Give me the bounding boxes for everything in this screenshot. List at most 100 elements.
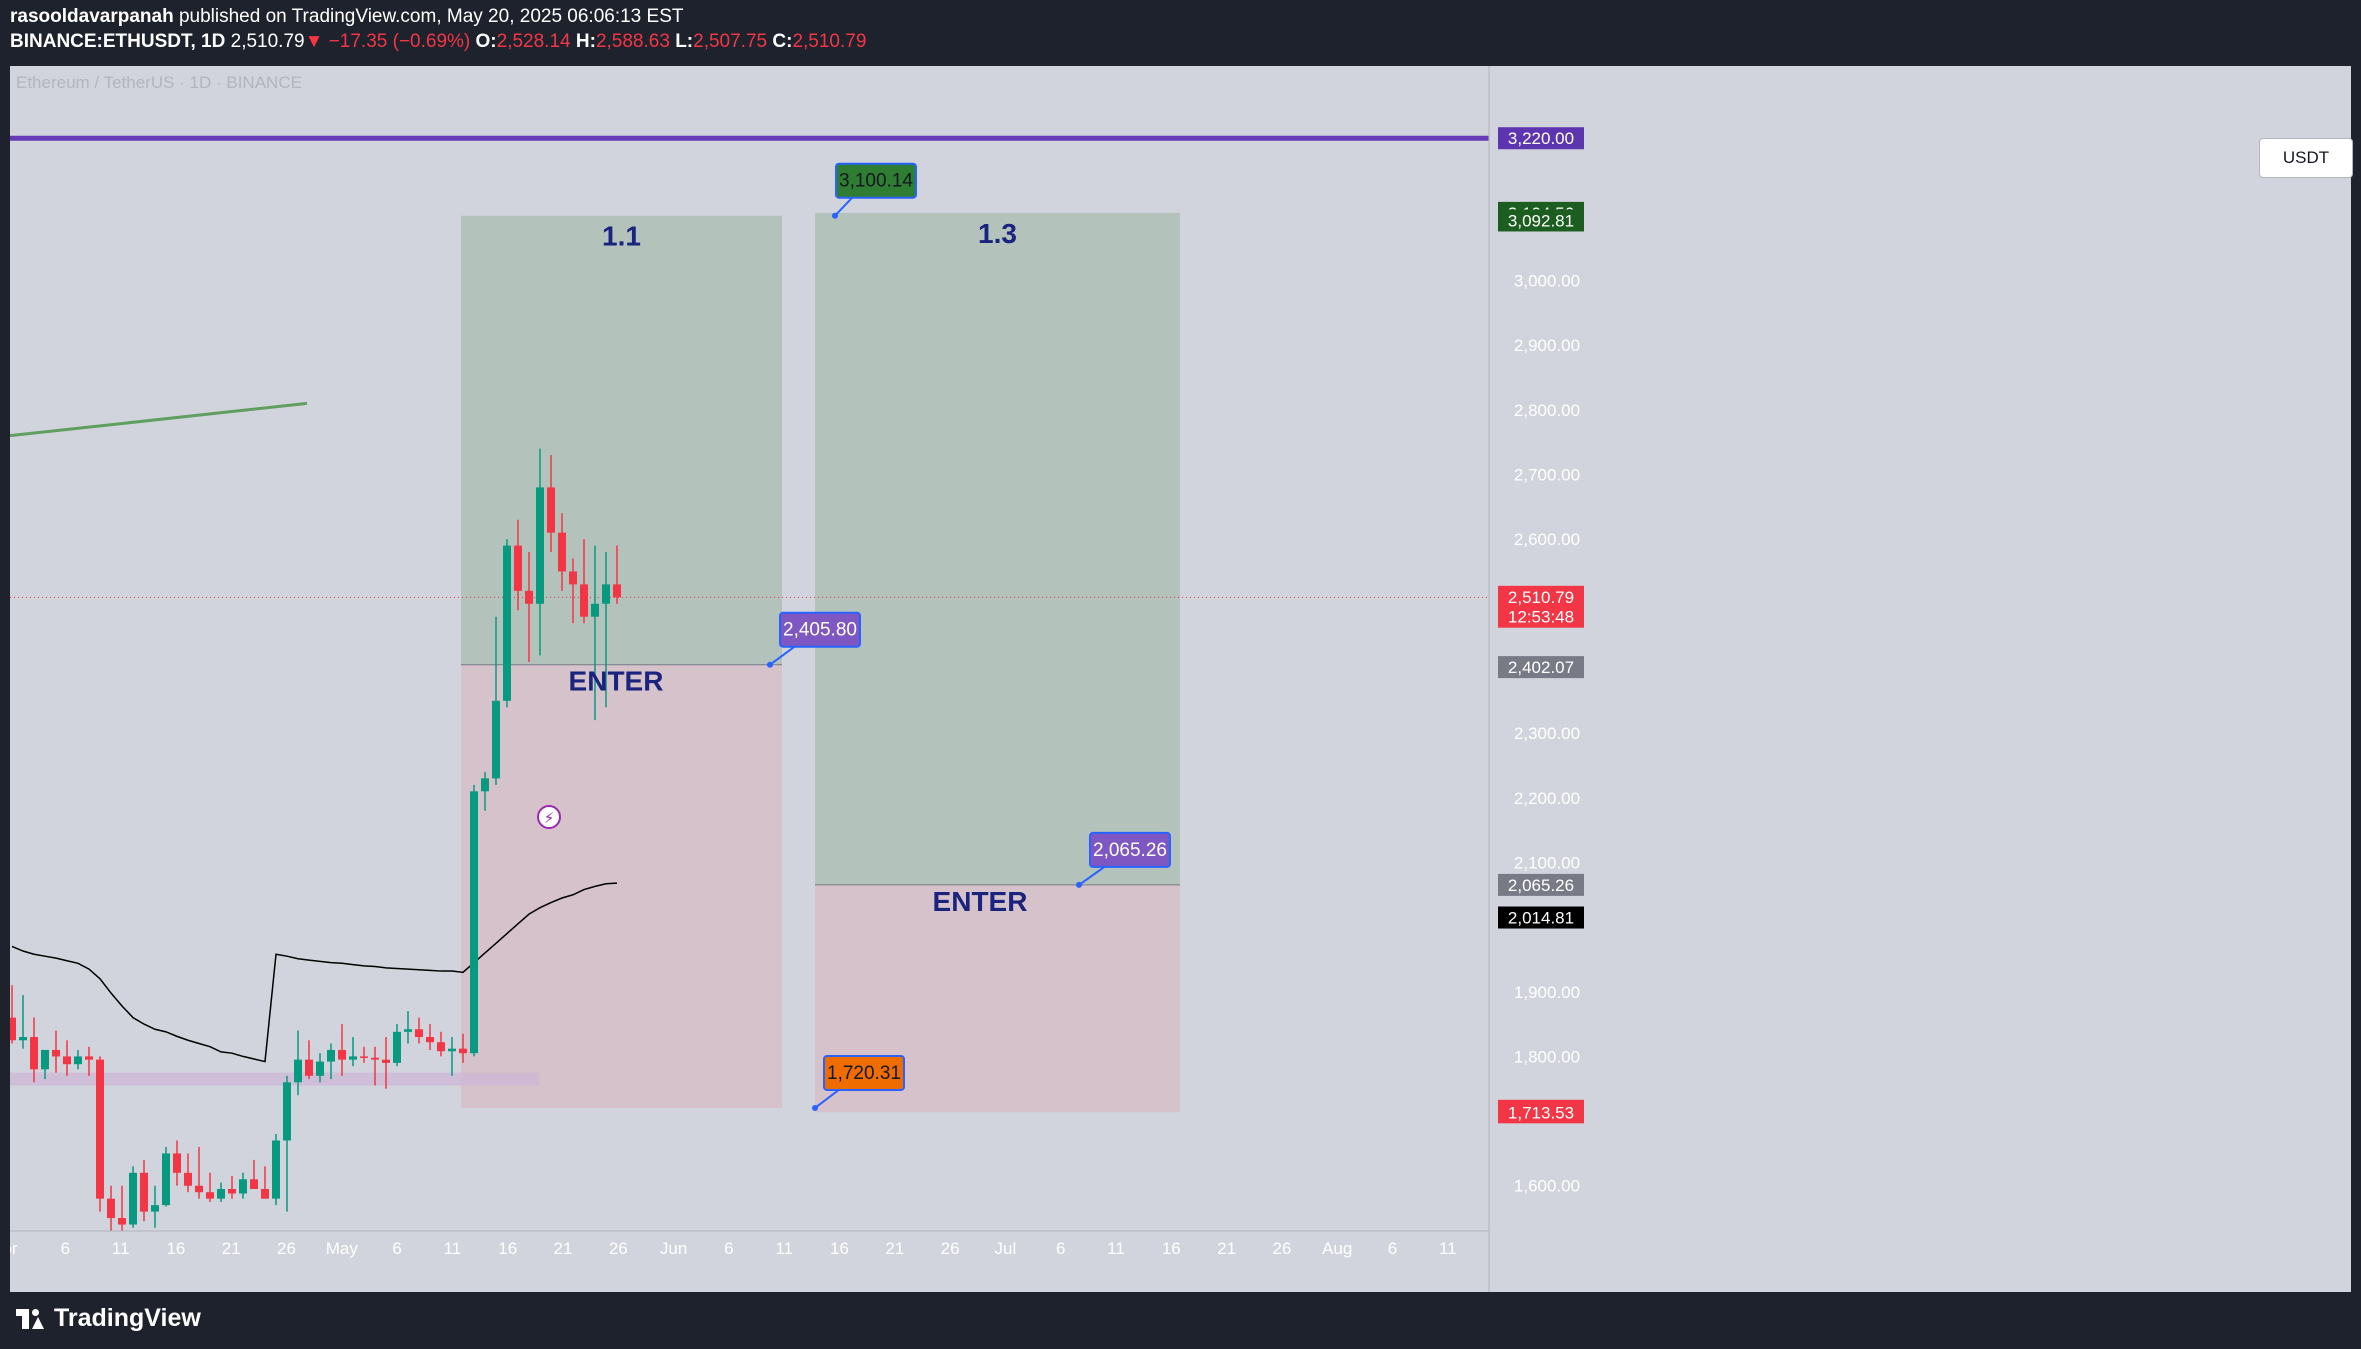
candle-body[interactable] [547,487,555,533]
price-callout[interactable] [779,611,861,648]
candle-body[interactable] [173,1153,181,1173]
candle-body[interactable] [228,1188,236,1194]
x-tick-label: 11 [1439,1239,1457,1258]
x-tick-label: 26 [277,1239,296,1258]
candle-body[interactable] [316,1061,324,1076]
trendline[interactable] [10,401,308,438]
x-tick-label: 6 [1388,1239,1397,1258]
price-change: −17.35 (−0.69%) [328,31,471,52]
y-tick-label: 2,600.00 [1514,530,1580,549]
candle-body[interactable] [426,1037,434,1043]
candle-body[interactable] [569,571,577,585]
candle-body[interactable] [514,545,522,591]
candle-body[interactable] [283,1082,291,1141]
candle-body[interactable] [536,487,544,604]
price-callout[interactable] [1089,831,1171,868]
candle-body[interactable] [558,532,566,572]
price-callout-text: 1,720.31 [827,1063,901,1084]
candle-body[interactable] [85,1056,93,1060]
price-callout[interactable] [823,1054,905,1091]
candle-body[interactable] [393,1031,401,1063]
candle-body[interactable] [118,1218,126,1225]
loss-zone-1[interactable] [461,664,782,1108]
y-tick-label: 3,000.00 [1514,271,1580,290]
price-callout-text: 2,065.26 [1093,840,1167,861]
y-tick-label: 1,800.00 [1514,1047,1580,1066]
candle-body[interactable] [613,584,621,598]
x-tick-label: 16 [1162,1239,1181,1258]
candle-body[interactable] [10,1017,16,1041]
candle-body[interactable] [19,1037,27,1041]
x-tick-label: 6 [392,1239,401,1258]
candle-body[interactable] [272,1140,280,1199]
candle-body[interactable] [250,1179,258,1189]
candle-body[interactable] [470,791,478,1054]
candle-body[interactable] [162,1153,170,1206]
candle-body[interactable] [294,1059,302,1083]
candle-body[interactable] [481,778,489,792]
callout-anchor [832,212,838,219]
candle-body[interactable] [129,1172,137,1225]
candle-body[interactable] [107,1198,115,1219]
x-tick-label: 21 [222,1239,241,1258]
candle-body[interactable] [327,1049,335,1062]
profit-zone-2[interactable] [815,212,1180,885]
x-tick-label: 21 [1217,1239,1236,1258]
position-label-2: 1.3 [978,218,1017,249]
callout-anchor [812,1104,818,1111]
candle-body[interactable] [195,1185,203,1193]
currency-button[interactable]: USDT [2259,138,2353,178]
ohlc-line: BINANCE:ETHUSDT, 1D 2,510.79▼ −17.35 (−0… [10,31,866,53]
candle-body[interactable] [217,1188,225,1199]
candle-body[interactable] [30,1037,38,1070]
candle-body[interactable] [74,1056,82,1065]
candle-body[interactable] [338,1049,346,1060]
y-tick-label: 2,200.00 [1514,789,1580,808]
candle-body[interactable] [437,1042,445,1052]
candle-body[interactable] [404,1029,412,1032]
candle-body[interactable] [184,1172,192,1186]
candle-body[interactable] [371,1057,379,1060]
symbol-label[interactable]: BINANCE:ETHUSDT, 1D [10,31,226,52]
price-scale[interactable] [1489,66,2351,1292]
candle-body[interactable] [591,603,599,617]
candle-body[interactable] [305,1059,313,1076]
candle-body[interactable] [525,590,533,604]
candle-body[interactable] [459,1048,467,1054]
candle-body[interactable] [492,700,500,779]
candle-body[interactable] [140,1172,148,1212]
x-tick-label: May [326,1239,359,1258]
price-callout[interactable] [835,162,917,199]
lightning-icon[interactable] [537,805,561,829]
candle-body[interactable] [63,1056,71,1065]
high-label: H: [575,31,596,52]
lightning-glyph: ⚡ [544,810,555,827]
candle-body[interactable] [382,1059,390,1063]
candle-body[interactable] [503,545,511,701]
publisher-name[interactable]: rasooldavarpanah [10,6,174,27]
candle-body[interactable] [580,584,588,617]
candle-body[interactable] [151,1205,159,1212]
candle-body[interactable] [261,1188,269,1199]
candle-body[interactable] [52,1049,60,1057]
x-tick-label: 16 [166,1239,185,1258]
chart-area[interactable]: Ethereum / TetherUS · 1D · BINANCE 1.1 ENT… [10,66,2353,1292]
candle-body[interactable] [206,1192,214,1199]
tradingview-logo[interactable]: TradingView [16,1304,201,1333]
last-price: 2,510.79 [230,31,305,52]
y-tick-label: 2,300.00 [1514,724,1580,743]
candle-body[interactable] [448,1048,456,1052]
change-arrow-icon: ▼ [304,31,324,52]
price-badge [1498,585,1584,608]
candle-body[interactable] [41,1049,49,1070]
price-badge-text: 3,220.00 [1508,129,1574,148]
candle-body[interactable] [602,584,610,604]
candle-body[interactable] [349,1056,357,1060]
y-tick-label: 2,700.00 [1514,465,1580,484]
support-band[interactable] [10,1072,539,1086]
candle-body[interactable] [415,1029,423,1038]
price-chart[interactable]: Ethereum / TetherUS · 1D · BINANCE 1.1 ENT… [10,66,2351,1292]
candle-body[interactable] [360,1056,368,1058]
candle-body[interactable] [239,1179,247,1194]
candle-body[interactable] [96,1059,104,1199]
